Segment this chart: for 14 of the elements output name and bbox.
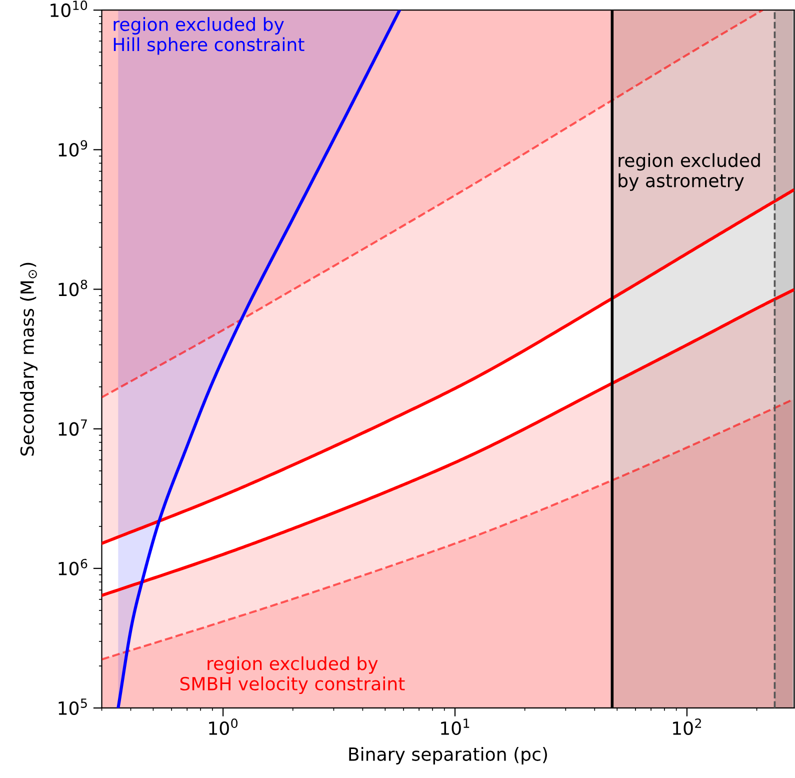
x-tick-label: 10$^{2}$: [673, 718, 701, 736]
text: region excluded by Hill sphere constraint: [114, 17, 304, 55]
x-axis-title: Binary separation (pc): [349, 746, 547, 764]
y-tick-label: 10$^{6}$: [58, 558, 88, 576]
y-tick-label: 10$^{7}$: [58, 419, 87, 436]
x-tick-label: 10$^{1}$: [441, 718, 470, 736]
series-label: region excluded by SMBH velocity constraint: [180, 656, 405, 694]
y-axis-title: Secondary mass (M$_{⊙}$): [20, 262, 38, 456]
y-tick-label: 10$^{10}$: [50, 0, 88, 18]
y-tick-label: 10$^{8}$: [58, 280, 88, 296]
y-tick-label: 10$^{5}$: [58, 698, 87, 715]
y-tick-label: 10$^{9}$: [58, 140, 88, 157]
band-label: region excluded by astrometry: [618, 153, 760, 191]
x-tick-label: 10$^{0}$: [209, 718, 238, 736]
